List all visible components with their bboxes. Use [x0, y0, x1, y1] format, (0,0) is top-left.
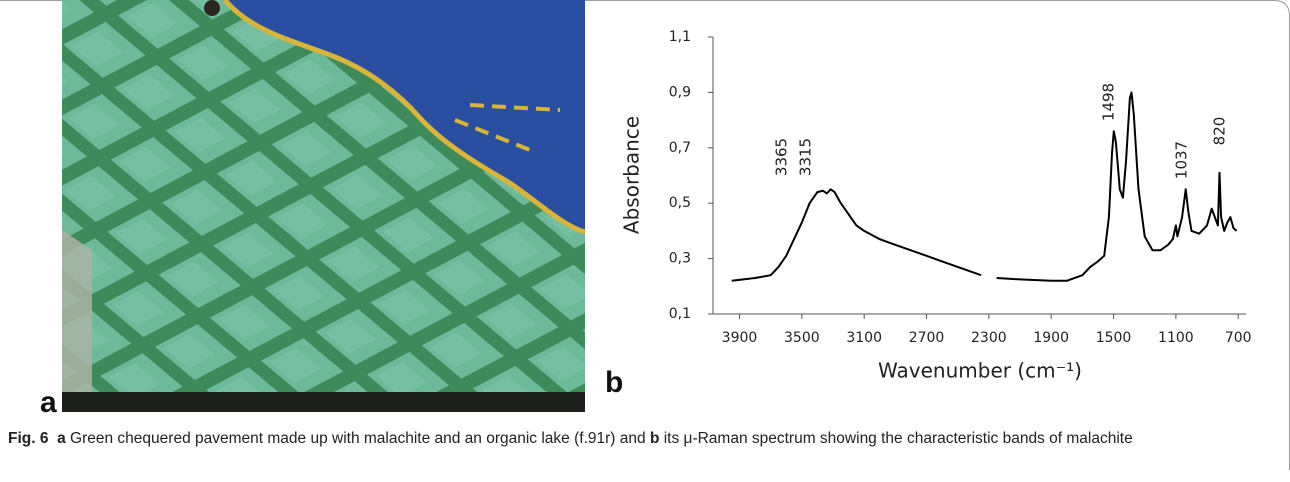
photo — [62, 0, 586, 412]
x-tick-label: 1900 — [1033, 330, 1069, 346]
peak-label: 820 — [1211, 117, 1229, 146]
caption-part: a — [57, 430, 66, 447]
peak-label: 3365 — [773, 138, 791, 176]
x-tick-label: 700 — [1225, 330, 1252, 346]
caption-part: b — [649, 430, 660, 447]
y-axis-title: Absorbance — [620, 116, 644, 234]
peak-label: 1498 — [1100, 83, 1118, 121]
caption-part: Green chequered pavement made up with ma… — [70, 430, 646, 447]
y-tick-label: 0,5 — [669, 195, 691, 211]
x-tick-label: 3100 — [846, 330, 882, 346]
panel-label: b — [605, 366, 623, 399]
peak-label: 1037 — [1173, 141, 1191, 179]
x-tick-label: 3500 — [784, 330, 820, 346]
peak-label: 3315 — [797, 138, 815, 176]
caption: Fig. 6 a Green chequered pavement made u… — [8, 428, 1248, 450]
y-tick-label: 0,1 — [669, 306, 691, 322]
x-tick-label: 2700 — [909, 330, 945, 346]
caption-part: its μ-Raman spectrum showing the charact… — [663, 430, 1133, 447]
x-tick-label: 1100 — [1158, 330, 1194, 346]
y-tick-label: 0,3 — [669, 251, 691, 267]
y-tick-label: 0,9 — [669, 84, 691, 100]
y-tick-label: 0,7 — [669, 140, 691, 156]
x-tick-label: 2300 — [971, 330, 1007, 346]
caption-label: Fig. 6 — [8, 430, 49, 447]
spectrum-line — [731, 91, 1238, 282]
x-tick-label: 1500 — [1096, 330, 1132, 346]
y-tick-label: 1,1 — [669, 29, 691, 45]
x-axis-title: Wavenumber (cm⁻¹) — [878, 359, 1082, 383]
x-tick-label: 3900 — [722, 330, 758, 346]
panel-label: a — [40, 386, 57, 419]
